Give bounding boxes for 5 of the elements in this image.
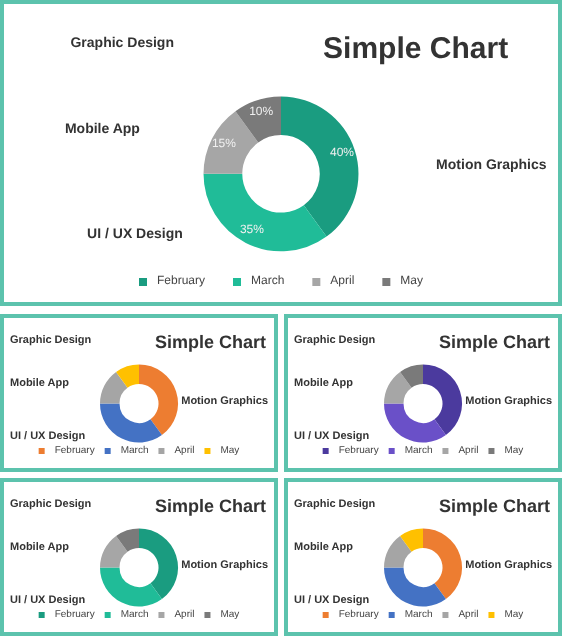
chart-title: Simple Chart [154,496,266,516]
chart-title: Simple Chart [438,496,550,516]
chart-title: Simple Chart [438,332,550,352]
chart-title: Simple Chart [323,31,509,66]
chart-title: Simple Chart [154,332,266,352]
